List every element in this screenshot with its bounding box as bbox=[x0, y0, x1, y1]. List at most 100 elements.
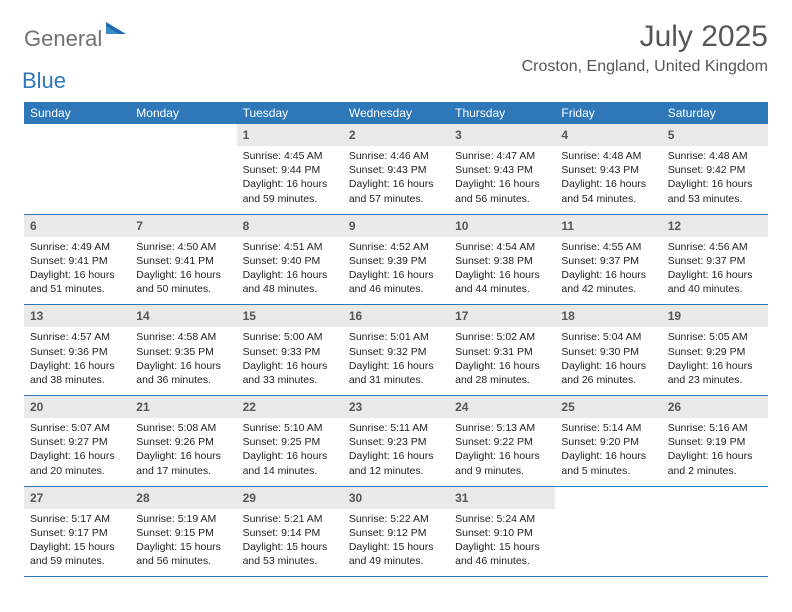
sunset-text: Sunset: 9:43 PM bbox=[561, 163, 655, 177]
sunrise-text: Sunrise: 5:11 AM bbox=[349, 421, 443, 435]
day-cell: 8Sunrise: 4:51 AMSunset: 9:40 PMDaylight… bbox=[237, 215, 343, 305]
day-number-bar: 30 bbox=[343, 487, 449, 509]
day-number: 11 bbox=[561, 219, 574, 233]
logo-word-general: General bbox=[24, 26, 102, 52]
day-number-bar: 6 bbox=[24, 215, 130, 237]
sunrise-text: Sunrise: 4:46 AM bbox=[349, 149, 443, 163]
day-number: 30 bbox=[349, 491, 362, 505]
daylight-text: Daylight: 16 hours and 26 minutes. bbox=[561, 359, 655, 387]
sunrise-text: Sunrise: 4:45 AM bbox=[243, 149, 337, 163]
day-body: Sunrise: 5:13 AMSunset: 9:22 PMDaylight:… bbox=[449, 418, 555, 480]
day-number-bar: 12 bbox=[662, 215, 768, 237]
sunset-text: Sunset: 9:20 PM bbox=[561, 435, 655, 449]
sunset-text: Sunset: 9:25 PM bbox=[243, 435, 337, 449]
sunrise-text: Sunrise: 4:58 AM bbox=[136, 330, 230, 344]
day-body: Sunrise: 4:52 AMSunset: 9:39 PMDaylight:… bbox=[343, 237, 449, 299]
day-number: 10 bbox=[455, 219, 468, 233]
day-number-bar: 20 bbox=[24, 396, 130, 418]
day-cell: 20Sunrise: 5:07 AMSunset: 9:27 PMDayligh… bbox=[24, 396, 130, 486]
sunset-text: Sunset: 9:44 PM bbox=[243, 163, 337, 177]
sunrise-text: Sunrise: 5:24 AM bbox=[455, 512, 549, 526]
day-cell: 29Sunrise: 5:21 AMSunset: 9:14 PMDayligh… bbox=[237, 487, 343, 577]
day-number-bar: 10 bbox=[449, 215, 555, 237]
day-number-bar: 4 bbox=[555, 124, 661, 146]
day-number-bar: 27 bbox=[24, 487, 130, 509]
daylight-text: Daylight: 16 hours and 36 minutes. bbox=[136, 359, 230, 387]
day-number: 23 bbox=[349, 400, 362, 414]
sunset-text: Sunset: 9:40 PM bbox=[243, 254, 337, 268]
day-cell: 14Sunrise: 4:58 AMSunset: 9:35 PMDayligh… bbox=[130, 305, 236, 395]
day-number-bar bbox=[130, 124, 236, 143]
sunset-text: Sunset: 9:37 PM bbox=[561, 254, 655, 268]
sunset-text: Sunset: 9:41 PM bbox=[136, 254, 230, 268]
daylight-text: Daylight: 16 hours and 51 minutes. bbox=[30, 268, 124, 296]
day-cell: 10Sunrise: 4:54 AMSunset: 9:38 PMDayligh… bbox=[449, 215, 555, 305]
day-number: 27 bbox=[30, 491, 43, 505]
day-number: 4 bbox=[561, 128, 568, 142]
weeks-container: 1 Sunrise: 4:45 AMSunset: 9:44 PM Daylight… bbox=[24, 124, 768, 577]
sunrise-text: Sunrise: 5:07 AM bbox=[30, 421, 124, 435]
sunrise-text: Sunrise: 5:05 AM bbox=[668, 330, 762, 344]
day-number-bar: 22 bbox=[237, 396, 343, 418]
week-row: 1 Sunrise: 4:45 AMSunset: 9:44 PM Daylight… bbox=[24, 124, 768, 215]
day-body: Sunrise: 5:11 AMSunset: 9:23 PMDaylight:… bbox=[343, 418, 449, 480]
day-number-bar: 16 bbox=[343, 305, 449, 327]
day-number: 26 bbox=[668, 400, 681, 414]
day-body: Sunrise: 5:24 AMSunset: 9:10 PMDaylight:… bbox=[449, 509, 555, 571]
day-number-bar: 11 bbox=[555, 215, 661, 237]
sunrise-text: Sunrise: 4:55 AM bbox=[561, 240, 655, 254]
day-number-bar: 26 bbox=[662, 396, 768, 418]
sunset-text: Sunset: 9:19 PM bbox=[668, 435, 762, 449]
sunrise-text: Sunrise: 5:08 AM bbox=[136, 421, 230, 435]
sunset-text: Sunset: 9:43 PM bbox=[349, 163, 443, 177]
weekday-saturday: Saturday bbox=[662, 102, 768, 124]
sunrise-text: Sunrise: 5:22 AM bbox=[349, 512, 443, 526]
daylight-text: Daylight: 15 hours and 49 minutes. bbox=[349, 540, 443, 568]
daylight-text: Daylight: 16 hours and 50 minutes. bbox=[136, 268, 230, 296]
sunset-text: Sunset: 9:33 PM bbox=[243, 345, 337, 359]
day-cell: 19Sunrise: 5:05 AMSunset: 9:29 PMDayligh… bbox=[662, 305, 768, 395]
day-body: Sunrise: 5:10 AMSunset: 9:25 PMDaylight:… bbox=[237, 418, 343, 480]
day-number: 2 bbox=[349, 128, 356, 142]
day-cell: 22Sunrise: 5:10 AMSunset: 9:25 PMDayligh… bbox=[237, 396, 343, 486]
day-body: Sunrise: 4:48 AMSunset: 9:43 PMDaylight:… bbox=[555, 146, 661, 208]
daylight-text: Daylight: 16 hours and 42 minutes. bbox=[561, 268, 655, 296]
weekday-tuesday: Tuesday bbox=[237, 102, 343, 124]
daylight-text: Daylight: 16 hours and 56 minutes. bbox=[455, 177, 549, 205]
sunrise-text: Sunrise: 5:16 AM bbox=[668, 421, 762, 435]
day-number-bar bbox=[24, 124, 130, 143]
day-body: Sunrise: 5:14 AMSunset: 9:20 PMDaylight:… bbox=[555, 418, 661, 480]
sunrise-text: Sunrise: 5:14 AM bbox=[561, 421, 655, 435]
sunrise-text: Sunrise: 4:51 AM bbox=[243, 240, 337, 254]
page: General July 2025 Croston, England, Unit… bbox=[0, 0, 792, 597]
daylight-text: Daylight: 16 hours and 46 minutes. bbox=[349, 268, 443, 296]
sunset-text: Sunset: 9:41 PM bbox=[30, 254, 124, 268]
title-block: July 2025 Croston, England, United Kingd… bbox=[522, 20, 768, 76]
day-number-bar: 24 bbox=[449, 396, 555, 418]
day-cell: 30 Sunrise: 5:22 AMSunset: 9:12 PMDayligh… bbox=[343, 487, 449, 577]
day-body: Sunrise: 4:58 AMSunset: 9:35 PMDaylight:… bbox=[130, 327, 236, 389]
day-number-bar bbox=[555, 487, 661, 506]
day-number: 31 bbox=[455, 491, 468, 505]
day-body: Sunrise: 4:49 AMSunset: 9:41 PMDaylight:… bbox=[24, 237, 130, 299]
day-cell: 28Sunrise: 5:19 AMSunset: 9:15 PMDayligh… bbox=[130, 487, 236, 577]
day-body: Sunrise: 4:48 AMSunset: 9:42 PMDaylight:… bbox=[662, 146, 768, 208]
day-number: 15 bbox=[243, 309, 256, 323]
month-title: July 2025 bbox=[522, 20, 768, 54]
day-cell: 31 Sunrise: 5:24 AMSunset: 9:10 PMDayligh… bbox=[449, 487, 555, 577]
day-number-bar: 7 bbox=[130, 215, 236, 237]
logo: General bbox=[24, 20, 128, 52]
sunrise-text: Sunrise: 5:01 AM bbox=[349, 330, 443, 344]
day-body: Sunrise: 5:19 AMSunset: 9:15 PMDaylight:… bbox=[130, 509, 236, 571]
daylight-text: Daylight: 16 hours and 57 minutes. bbox=[349, 177, 443, 205]
day-body: Sunrise: 5:22 AMSunset: 9:12 PMDaylight:… bbox=[343, 509, 449, 571]
day-number-bar: 1 bbox=[237, 124, 343, 146]
sunrise-text: Sunrise: 5:19 AM bbox=[136, 512, 230, 526]
sunrise-text: Sunrise: 5:21 AM bbox=[243, 512, 337, 526]
sunrise-text: Sunrise: 5:17 AM bbox=[30, 512, 124, 526]
sunset-text: Sunset: 9:37 PM bbox=[668, 254, 762, 268]
sunset-text: Sunset: 9:31 PM bbox=[455, 345, 549, 359]
weekday-monday: Monday bbox=[130, 102, 236, 124]
day-number-bar: 21 bbox=[130, 396, 236, 418]
sunset-text: Sunset: 9:27 PM bbox=[30, 435, 124, 449]
